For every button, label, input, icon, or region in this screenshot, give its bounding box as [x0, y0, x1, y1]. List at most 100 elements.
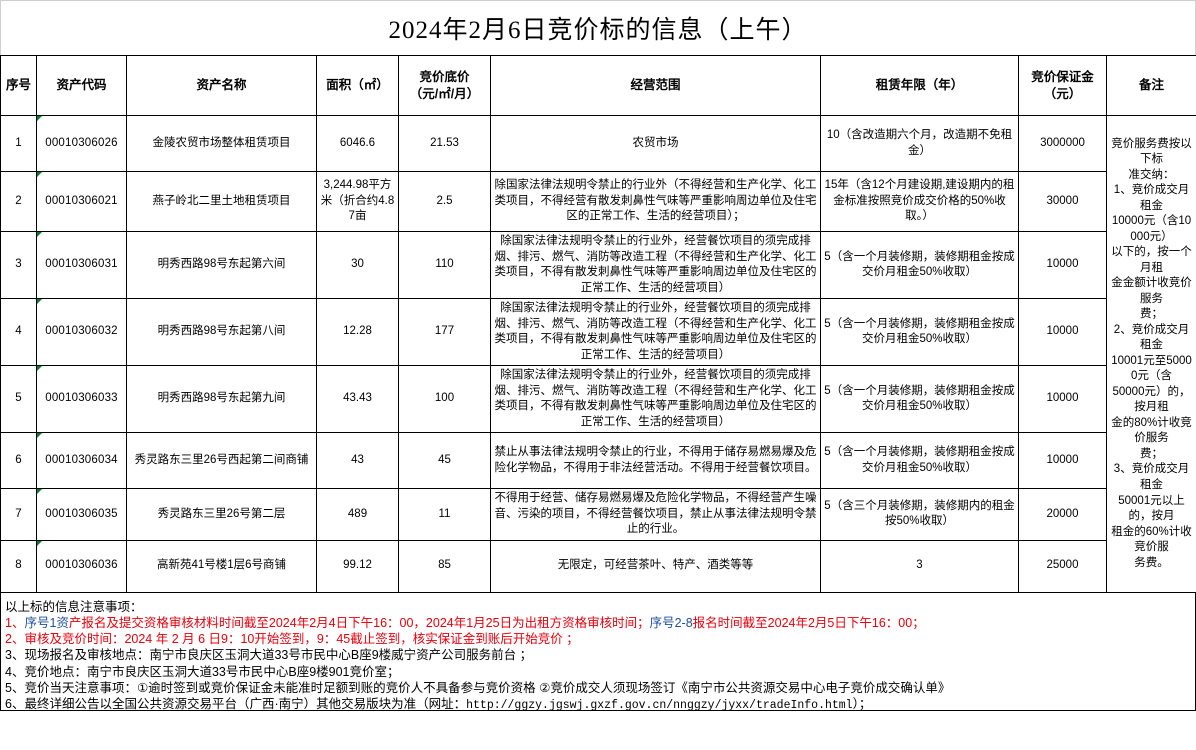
- table-row: 4 00010306032 明秀西路98号东起第八间 12.28 177 除国家…: [0, 298, 1196, 367]
- col-header-deposit-line2: （元）: [1043, 86, 1082, 101]
- cell-deposit: 10000: [1018, 432, 1107, 490]
- cell-seq: 1: [0, 115, 37, 172]
- col-header-term: 租赁年限（年）: [820, 55, 1019, 116]
- cell-term: 15年（含12个月建设期,建设期内的租金标准按照竞价成交价格的50%收取。）: [820, 171, 1019, 232]
- cell-name: 明秀西路98号东起第九间: [126, 365, 317, 434]
- cell-remark-merged: 竞价服务费按以下标 准交纳： 1、竞价成交月租金 10000元（含10000元）…: [1106, 115, 1196, 593]
- note-1-body: 产报名及提交资格审核材料时间截至2024年2月4日下午16：00，2024年1月…: [68, 615, 650, 630]
- cell-seq: 2: [0, 171, 37, 232]
- cell-area: 30: [316, 230, 399, 300]
- remark-line: 费；: [1140, 308, 1163, 321]
- cell-area: 12.28: [316, 298, 399, 367]
- cell-term: 3: [820, 539, 1019, 593]
- cell-scope: 除国家法律法规明令禁止的行业外，经营餐饮项目的须完成排烟、排污、燃气、消防等改造…: [490, 230, 821, 300]
- col-header-area: 面积（㎡）: [316, 55, 399, 116]
- cell-seq: 5: [0, 365, 37, 434]
- bid-items-table: 序号 资产代码 资产名称 面积（㎡） 竞价底价 （元/㎡/月） 经营范围 租赁年…: [0, 55, 1196, 593]
- col-header-name: 资产名称: [126, 55, 317, 116]
- note-1-ref-first: 序号1资: [24, 615, 69, 630]
- cell-code: 00010306031: [36, 230, 127, 300]
- col-header-price: 竞价底价 （元/㎡/月）: [398, 55, 491, 116]
- cell-term: 5（含一个月装修期，装修期租金按成交价月租金50%收取）: [820, 365, 1019, 434]
- cell-term: 5（含一个月装修期，装修期租金按成交价月租金50%收取）: [820, 230, 1019, 300]
- cell-area: 3,244.98平方米（折合约4.87亩: [316, 171, 399, 232]
- table-row: 6 00010306034 秀灵路东三里26号西起第二间商铺 43 45 禁止从…: [0, 432, 1196, 490]
- cell-term: 5（含一个月装修期，装修期租金按成交价月租金50%收取）: [820, 298, 1019, 367]
- cell-price: 85: [398, 539, 491, 593]
- note-line-3: 3、现场报名及审核地点：南宁市良庆区玉洞大道33号市民中心B座9楼威宁资产公司服…: [5, 648, 533, 663]
- note-line-4: 4、竞价地点：南宁市良庆区玉洞大道33号市民中心B座9楼901竞价室；: [5, 664, 400, 679]
- table-body: 1 00010306026 金陵农贸市场整体租赁项目 6046.6 21.53 …: [0, 115, 1196, 593]
- note-line-2: 2、审核及竞价时间：2024 年 2 月 6 日9：10开始签到，9：45截止签…: [5, 632, 579, 647]
- remark-line: 2、竞价成交月租金: [1113, 323, 1190, 352]
- note-line-1: 1、序号1资产报名及提交资格审核材料时间截至2024年2月4日下午16：00，2…: [5, 615, 1191, 631]
- cell-deposit: 10000: [1018, 230, 1107, 300]
- col-header-remark: 备注: [1106, 55, 1196, 116]
- cell-deposit: 20000: [1018, 488, 1107, 541]
- cell-seq: 7: [0, 488, 37, 541]
- table-row: 5 00010306033 明秀西路98号东起第九间 43.43 100 除国家…: [0, 365, 1196, 434]
- table-row: 7 00010306035 秀灵路东三里26号第二层 489 11 不得用于经营…: [0, 488, 1196, 541]
- remark-line: 1、竞价成交月租金: [1113, 184, 1190, 212]
- table-row: 3 00010306031 明秀西路98号东起第六间 30 110 除国家法律法…: [0, 230, 1196, 300]
- cell-name: 明秀西路98号东起第六间: [126, 230, 317, 300]
- table-row: 2 00010306021 燕子岭北二里土地租赁项目 3,244.98平方米（折…: [0, 171, 1196, 232]
- cell-scope: 除国家法律法规明令禁止的行业外，经营餐饮项目的须完成排烟、排污、燃气、消防等改造…: [490, 365, 821, 434]
- page-title: 2024年2月6日竞价标的信息（上午）: [388, 17, 808, 44]
- cell-scope: 除国家法律法规明令禁止的行业外，经营餐饮项目的须完成排烟、排污、燃气、消防等改造…: [490, 298, 821, 367]
- col-header-scope: 经营范围: [490, 55, 821, 116]
- remark-line: 10001元至50000元（含: [1111, 354, 1192, 383]
- cell-area: 99.12: [316, 539, 399, 593]
- col-header-price-line2: （元/㎡/月）: [409, 86, 480, 101]
- cell-code: 00010306021: [36, 171, 127, 232]
- cell-scope: 禁止从事法律法规明令禁止的行业，不得用于储存易燃易爆及危险化学物品，不得用于非法…: [490, 432, 821, 490]
- cell-code: 00010306035: [36, 488, 127, 541]
- cell-area: 43.43: [316, 365, 399, 434]
- cell-name: 燕子岭北二里土地租赁项目: [126, 171, 317, 232]
- cell-price: 177: [398, 298, 491, 367]
- cell-area: 6046.6: [316, 115, 399, 172]
- cell-price: 100: [398, 365, 491, 434]
- table-row: 1 00010306026 金陵农贸市场整体租赁项目 6046.6 21.53 …: [0, 115, 1196, 593]
- remark-line: 金的80%计收竞价服务: [1111, 416, 1192, 445]
- cell-scope: 无限定，可经营茶叶、特产、酒类等等: [490, 539, 821, 593]
- cell-price: 110: [398, 230, 491, 300]
- col-header-code: 资产代码: [36, 55, 127, 116]
- note-line-5: 5、竞价当天注意事项：①逾时签到或竞价保证金未能准时足额到账的竞价人不具备参与竞…: [5, 680, 951, 695]
- cell-code: 00010306026: [36, 115, 127, 172]
- cell-term: 5（含三个月装修期，装修期内的租金按50%收取）: [820, 488, 1019, 541]
- cell-name: 金陵农贸市场整体租赁项目: [126, 115, 317, 172]
- cell-code: 00010306033: [36, 365, 127, 434]
- cell-scope: 除国家法律法规明令禁止的行业外（不得经营和生产化学、化工类项目，不得经营有散发刺…: [490, 171, 821, 232]
- note-line-6: 6、最终详细公告以全国公共资源交易平台（广西·南宁）其他交易版块为准（网址：ht…: [5, 696, 1191, 711]
- remark-line: 租金的60%计收竞价服: [1111, 525, 1192, 554]
- cell-seq: 4: [0, 298, 37, 367]
- remark-line: 准交纳：: [1128, 168, 1175, 181]
- col-header-price-line1: 竞价底价: [419, 69, 470, 84]
- cell-scope: 农贸市场: [490, 115, 821, 172]
- cell-code: 00010306034: [36, 432, 127, 490]
- cell-area: 489: [316, 488, 399, 541]
- cell-name: 秀灵路东三里26号第二层: [126, 488, 317, 541]
- cell-price: 21.53: [398, 115, 491, 172]
- cell-name: 高新苑41号楼1层6号商铺: [126, 539, 317, 593]
- cell-deposit: 10000: [1018, 365, 1107, 434]
- cell-price: 2.5: [398, 171, 491, 232]
- table-header-row: 序号 资产代码 资产名称 面积（㎡） 竞价底价 （元/㎡/月） 经营范围 租赁年…: [0, 55, 1196, 116]
- cell-deposit: 30000: [1018, 171, 1107, 232]
- note-1-prefix: 1、: [5, 615, 25, 630]
- col-header-deposit: 竞价保证金 （元）: [1018, 55, 1107, 116]
- cell-deposit: 10000: [1018, 298, 1107, 367]
- table-row: 8 00010306036 高新苑41号楼1层6号商铺 99.12 85 无限定…: [0, 539, 1196, 593]
- remark-line: 金金额计收竞价服务: [1111, 277, 1192, 305]
- title-band: 2024年2月6日竞价标的信息（上午）: [0, 0, 1196, 55]
- cell-seq: 8: [0, 539, 37, 593]
- remark-line: 50000元）的，按月租: [1112, 385, 1191, 414]
- cell-term: 10（含改造期六个月，改造期不免租金）: [820, 115, 1019, 172]
- note-6-url[interactable]: http://ggzy.jgswj.gxzf.gov.cn/nnggzy/jyx…: [466, 698, 853, 711]
- cell-price: 11: [398, 488, 491, 541]
- remark-line: 3、竞价成交月租金: [1113, 463, 1190, 491]
- remark-line: 50001元以上的，按月: [1118, 494, 1185, 523]
- remark-line: 竞价服务费按以下标: [1111, 137, 1192, 166]
- cell-name: 明秀西路98号东起第八间: [126, 298, 317, 367]
